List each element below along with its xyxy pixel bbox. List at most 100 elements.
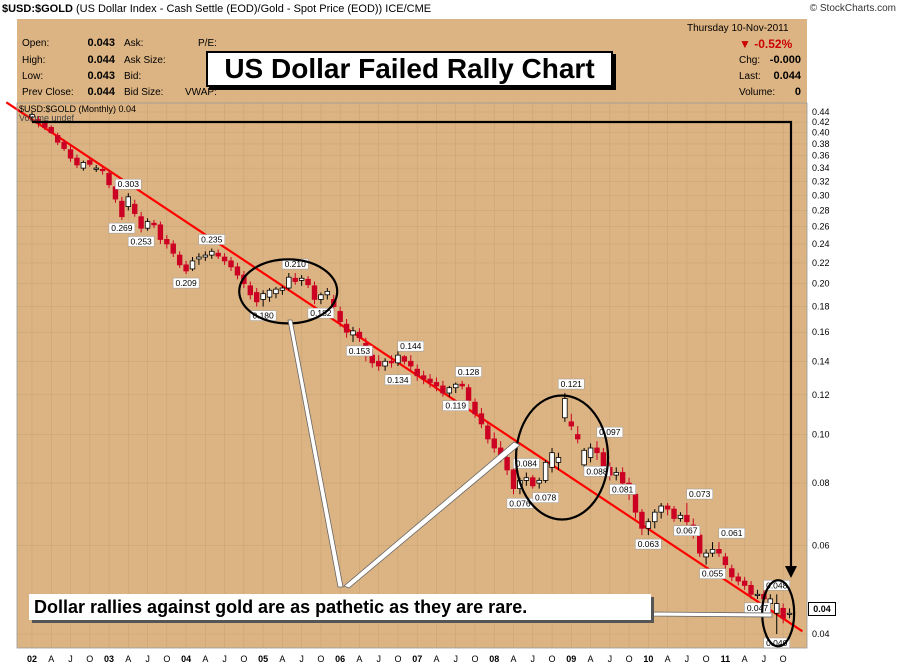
volume-legend-label: Volume undef — [19, 113, 75, 123]
y-tick-label: 0.16 — [812, 327, 830, 337]
pointer-to-2008 — [343, 441, 521, 589]
chg-value: -0.000 — [769, 54, 801, 66]
candle-body — [337, 311, 343, 322]
data-label: 0.182 — [310, 308, 332, 318]
x-tick-label: 10 — [643, 654, 653, 664]
candle-body — [774, 603, 780, 614]
candle-body — [594, 447, 600, 454]
x-tick-label: O — [703, 654, 710, 664]
x-tick-label: A — [511, 654, 517, 664]
data-label: 0.084 — [516, 458, 538, 468]
candle-body — [311, 285, 318, 300]
candle-body — [54, 135, 61, 143]
y-tick-label: 0.08 — [812, 478, 830, 488]
data-label: 0.061 — [721, 528, 743, 538]
data-label-box — [596, 426, 624, 438]
high-label: High: — [22, 55, 46, 66]
x-tick-label: J — [145, 654, 150, 664]
low-value: 0.043 — [87, 70, 115, 82]
y-tick-label: 0.40 — [812, 128, 830, 138]
candle-body — [48, 126, 54, 134]
candle-body — [99, 169, 106, 172]
overlay-chart-title: US Dollar Failed Rally Chart — [206, 51, 613, 87]
candle-body — [658, 505, 664, 513]
x-tick-label: O — [240, 654, 247, 664]
data-label-box — [609, 484, 636, 495]
data-label: 0.048 — [766, 580, 788, 590]
x-tick-label: A — [202, 654, 208, 664]
y-tick-label: 0.26 — [812, 222, 830, 232]
y-tick-label: 0.10 — [812, 430, 830, 440]
grid-lines — [17, 103, 807, 648]
x-tick-label: O — [626, 654, 633, 664]
arrow-head-icon — [785, 566, 797, 578]
last-label: Last: — [739, 71, 761, 82]
data-label-box — [346, 345, 373, 357]
x-tick-label: 08 — [489, 654, 499, 664]
candle-body — [645, 521, 652, 529]
candle-body — [273, 288, 279, 295]
data-label-box — [513, 458, 540, 469]
candle-body — [228, 260, 234, 268]
x-tick-label: 06 — [335, 654, 345, 664]
caption-box: Dollar rallies against gold are as pathe… — [29, 594, 651, 620]
y-tick-label: 0.14 — [812, 356, 830, 366]
pointer-to-2011 — [650, 611, 773, 618]
candle-body — [215, 252, 221, 257]
candle-body — [696, 534, 703, 554]
data-label: 0.153 — [349, 346, 371, 356]
x-tick-label: A — [433, 654, 439, 664]
data-label: 0.073 — [689, 489, 711, 499]
candle-body — [408, 360, 414, 367]
plot-border — [16, 102, 808, 649]
data-label-box — [108, 222, 136, 234]
candle-body — [176, 254, 183, 266]
candle-body — [786, 612, 793, 615]
candle-body — [298, 277, 305, 281]
data-label-box — [198, 234, 226, 245]
data-label-box — [718, 527, 746, 539]
candle-body — [356, 331, 363, 339]
x-tick-label: O — [471, 654, 478, 664]
y-tick-label: 0.34 — [812, 163, 830, 173]
last-value: 0.044 — [773, 70, 801, 82]
candle-body — [703, 552, 709, 558]
data-label-box — [249, 310, 277, 321]
y-tick-label: 0.38 — [812, 139, 830, 149]
candle-body — [318, 294, 324, 300]
data-label: 0.076 — [509, 498, 531, 508]
data-label-box — [115, 178, 142, 190]
data-label: 0.209 — [175, 278, 197, 288]
candle-body — [575, 434, 581, 440]
candle-body — [375, 360, 382, 367]
y-tick-label: 0.06 — [812, 541, 830, 551]
candle-body — [729, 568, 735, 578]
candle-body — [542, 461, 549, 481]
candle-body — [74, 157, 80, 166]
x-tick-label: O — [86, 654, 93, 664]
y-tick-label: 0.42 — [812, 117, 830, 127]
candle-body — [151, 222, 157, 226]
pe-label: P/E: — [198, 38, 217, 49]
symbol-label: $USD:$GOLD — [2, 3, 73, 15]
trendline-layer — [5, 101, 804, 633]
candle-body — [587, 447, 594, 458]
candle-body — [453, 383, 459, 389]
data-label-box — [455, 366, 482, 378]
candle-body — [196, 256, 202, 260]
candle-body — [684, 514, 690, 523]
data-label-box — [532, 492, 559, 503]
candle-body — [427, 378, 433, 383]
data-label: 0.134 — [387, 375, 409, 385]
candle-body — [619, 472, 626, 484]
candle-body — [61, 141, 67, 149]
change-pct-value: -0.52% — [754, 37, 793, 51]
x-tick-label: 03 — [104, 654, 114, 664]
data-label-box — [635, 538, 662, 550]
candle-body — [465, 387, 472, 401]
x-tick-label: J — [299, 654, 304, 664]
candle-body — [433, 382, 440, 387]
candle-body — [530, 477, 536, 487]
candle-body — [485, 425, 491, 440]
